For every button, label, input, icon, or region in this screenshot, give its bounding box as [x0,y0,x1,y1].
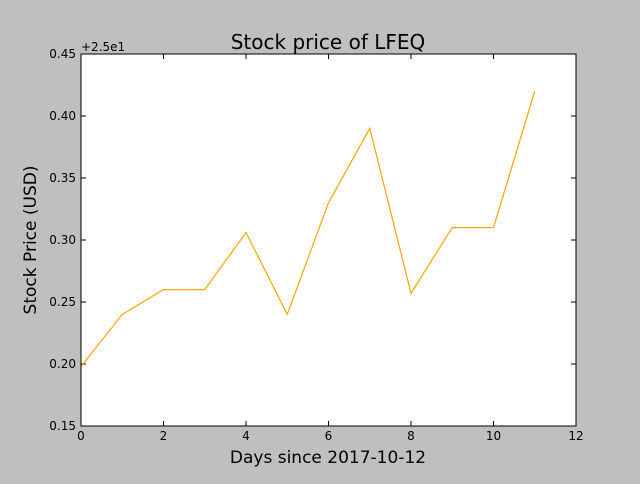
x-tick-label: 8 [407,429,415,443]
y-tick-label: 0.45 [49,47,76,61]
x-axis-title: Days since 2017-10-12 [230,448,426,468]
y-tick-label: 0.40 [49,109,76,123]
y-tick-label: 0.25 [49,295,76,309]
x-tick-label: 2 [160,429,168,443]
y-axis-title: Stock Price (USD) [21,166,41,315]
price-series-line [80,91,536,367]
x-tick-label: 6 [325,429,333,443]
series-layer [80,91,536,367]
plot-frame [80,53,577,427]
y-tick-label: 0.20 [49,357,76,371]
x-tick-label: 12 [568,429,583,443]
plot-area [81,54,576,426]
x-tick-label: 0 [77,429,85,443]
x-tick-label: 4 [242,429,250,443]
y-tick-label: 0.15 [49,419,76,433]
chart-title: Stock price of LFEQ [231,30,426,54]
y-tick-label: 0.30 [49,233,76,247]
ticks-layer: 0 2 4 6 8 10 12 0.15 0.20 0.25 0.30 0.35 0.40 0.45 [49,47,583,443]
y-tick-label: 0.35 [49,171,76,185]
x-tick-label: 10 [486,429,501,443]
y-offset-label: +2.5e1 [81,40,125,54]
